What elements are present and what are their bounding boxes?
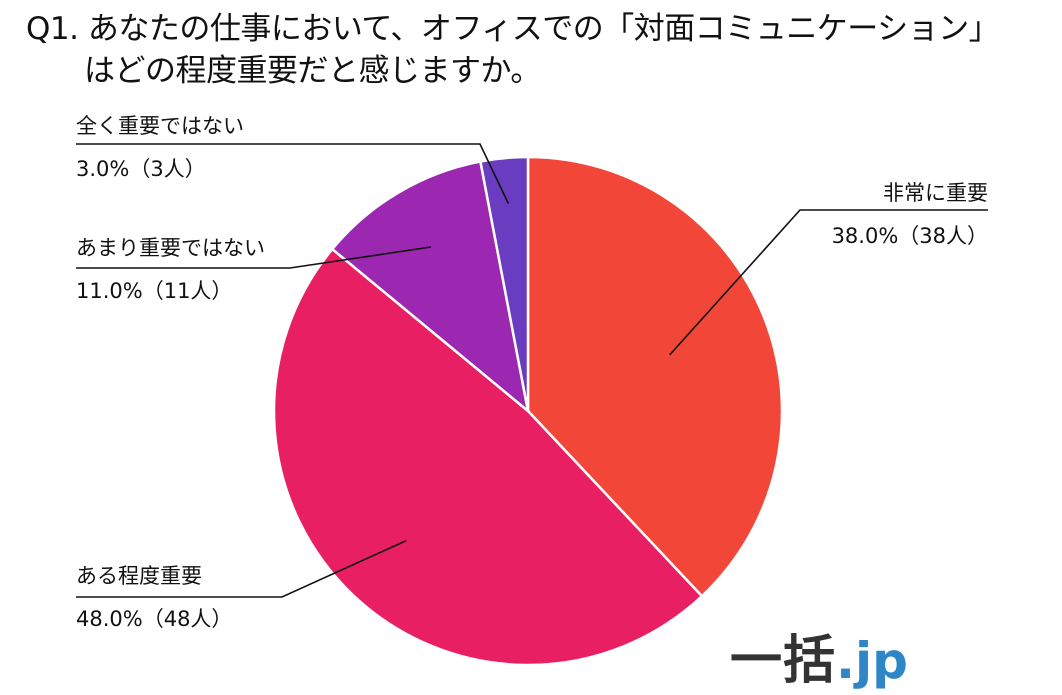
slice-value-not-very-important: 11.0%（11人）: [76, 279, 232, 303]
brand-logo: 一括 .jp: [730, 618, 908, 691]
slice-labels: 非常に重要 38.0%（38人） ある程度重要 48.0%（48人） あまり重要ではない…: [76, 114, 988, 631]
slice-label-not-important-at-all: 全く重要ではない: [76, 114, 244, 138]
pie-slice-not-very-important: [331, 160, 530, 413]
leader-line-very-important: [669, 209, 988, 356]
chart-title-line-2: はどの程度重要だと感じますか。: [84, 53, 541, 89]
slice-value-somewhat-important: 48.0%（48人）: [76, 607, 232, 631]
brand-logo-main: 一括: [730, 631, 837, 691]
leader-line-not-very-important: [76, 246, 432, 269]
slice-value-not-important-at-all: 3.0%（3人）: [76, 157, 206, 181]
brand-logo-suffix: .jp: [836, 632, 908, 690]
slice-label-not-very-important: あまり重要ではない: [76, 236, 265, 260]
chart-title-line-1: Q1. あなたの仕事において、オフィスでの「対面コミュニケーション」: [26, 11, 1000, 47]
leader-line-somewhat-important: [76, 539, 407, 598]
slice-label-somewhat-important: ある程度重要: [76, 564, 202, 588]
leader-line-not-important-at-all: [76, 143, 510, 204]
leader-lines: [76, 143, 988, 598]
pie-slices: [272, 155, 784, 667]
pie-slice-very-important: [526, 155, 784, 598]
slice-value-very-important: 38.0%（38人）: [832, 224, 988, 248]
slice-label-very-important: 非常に重要: [883, 181, 988, 205]
chart-title: Q1. あなたの仕事において、オフィスでの「対面コミュニケーション」 はどの程度…: [26, 8, 1056, 92]
pie-slice-somewhat-important: [272, 247, 704, 667]
pie-slice-not-important-at-all: [479, 155, 530, 413]
